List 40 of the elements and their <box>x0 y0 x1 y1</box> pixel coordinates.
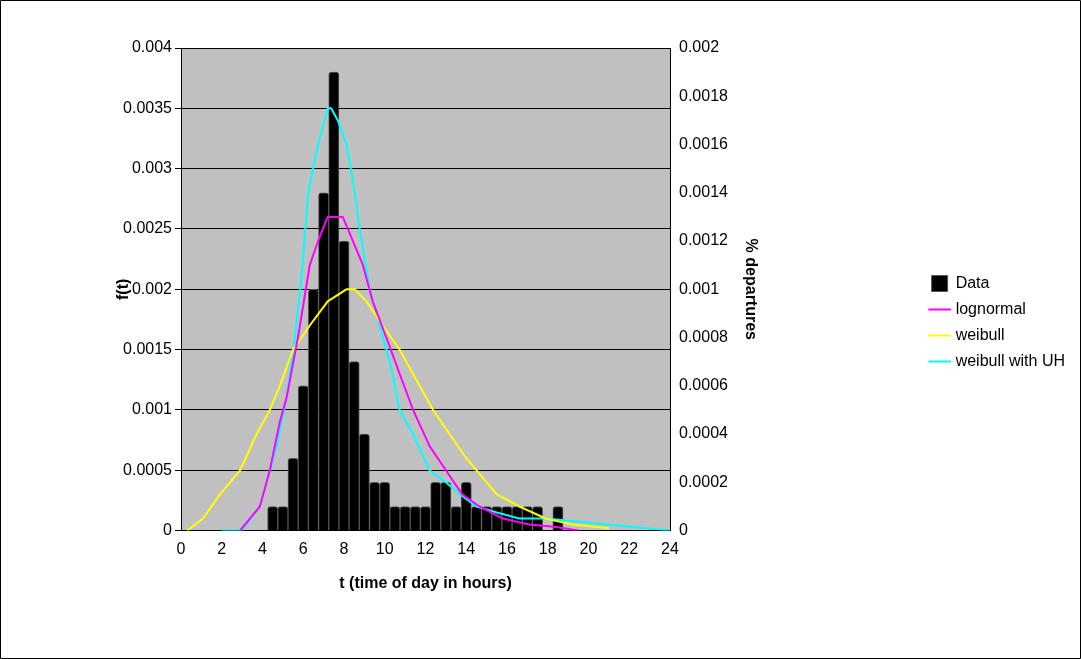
y-axis-title: f(t) <box>114 278 132 300</box>
y-tick-label: 0.0025 <box>123 219 173 237</box>
y-tick-label: 0.004 <box>131 38 173 56</box>
y2-tick-label: 0 <box>679 521 688 539</box>
x-tick-label: 16 <box>498 539 516 557</box>
y-tick-label: 0.0035 <box>123 98 173 116</box>
x-axis-title: t (time of day in hours) <box>339 573 512 591</box>
x-tick-label: 2 <box>217 539 227 557</box>
x-tick-label: 0 <box>176 539 186 557</box>
y2-tick-label: 0.0004 <box>679 424 729 442</box>
y-tick-label: 0.002 <box>131 279 173 297</box>
y-tick-label: 0.001 <box>131 400 173 418</box>
x-tick-label: 20 <box>579 539 598 557</box>
x-tick-label: 14 <box>457 539 476 557</box>
x-tick-label: 22 <box>620 539 639 557</box>
y2-tick-label: 0.0012 <box>679 231 729 249</box>
y-tick-label: 0.0015 <box>123 340 173 358</box>
y2-tick-label: 0.001 <box>679 279 720 297</box>
y2-tick-label: 0.0002 <box>679 472 729 490</box>
y2-tick-label: 0.0008 <box>679 327 729 345</box>
x-tick-label: 24 <box>661 539 679 557</box>
y2-axis-title: % departures <box>742 238 760 341</box>
y2-tick-label: 0.0006 <box>679 376 729 394</box>
y2-tick-label: 0.0016 <box>679 134 729 152</box>
y2-tick-label: 0.002 <box>679 38 720 56</box>
x-tick-label: 8 <box>339 539 349 557</box>
y2-tick-label: 0.0018 <box>679 86 729 104</box>
legend-label: lognormal <box>955 299 1026 317</box>
x-tick-label: 18 <box>538 539 557 557</box>
legend-label: weibull with UH <box>954 351 1066 369</box>
legend-label: weibull <box>954 325 1005 343</box>
y-tick-label: 0.003 <box>131 159 173 177</box>
x-tick-label: 12 <box>416 539 435 557</box>
y-tick-label: 0 <box>163 521 173 539</box>
x-tick-label: 4 <box>258 539 268 557</box>
legend-label: Data <box>955 273 990 291</box>
x-tick-label: 6 <box>298 539 308 557</box>
x-tick-label: 10 <box>375 539 394 557</box>
y2-tick-label: 0.0014 <box>679 183 729 201</box>
y-tick-label: 0.0005 <box>123 460 173 478</box>
